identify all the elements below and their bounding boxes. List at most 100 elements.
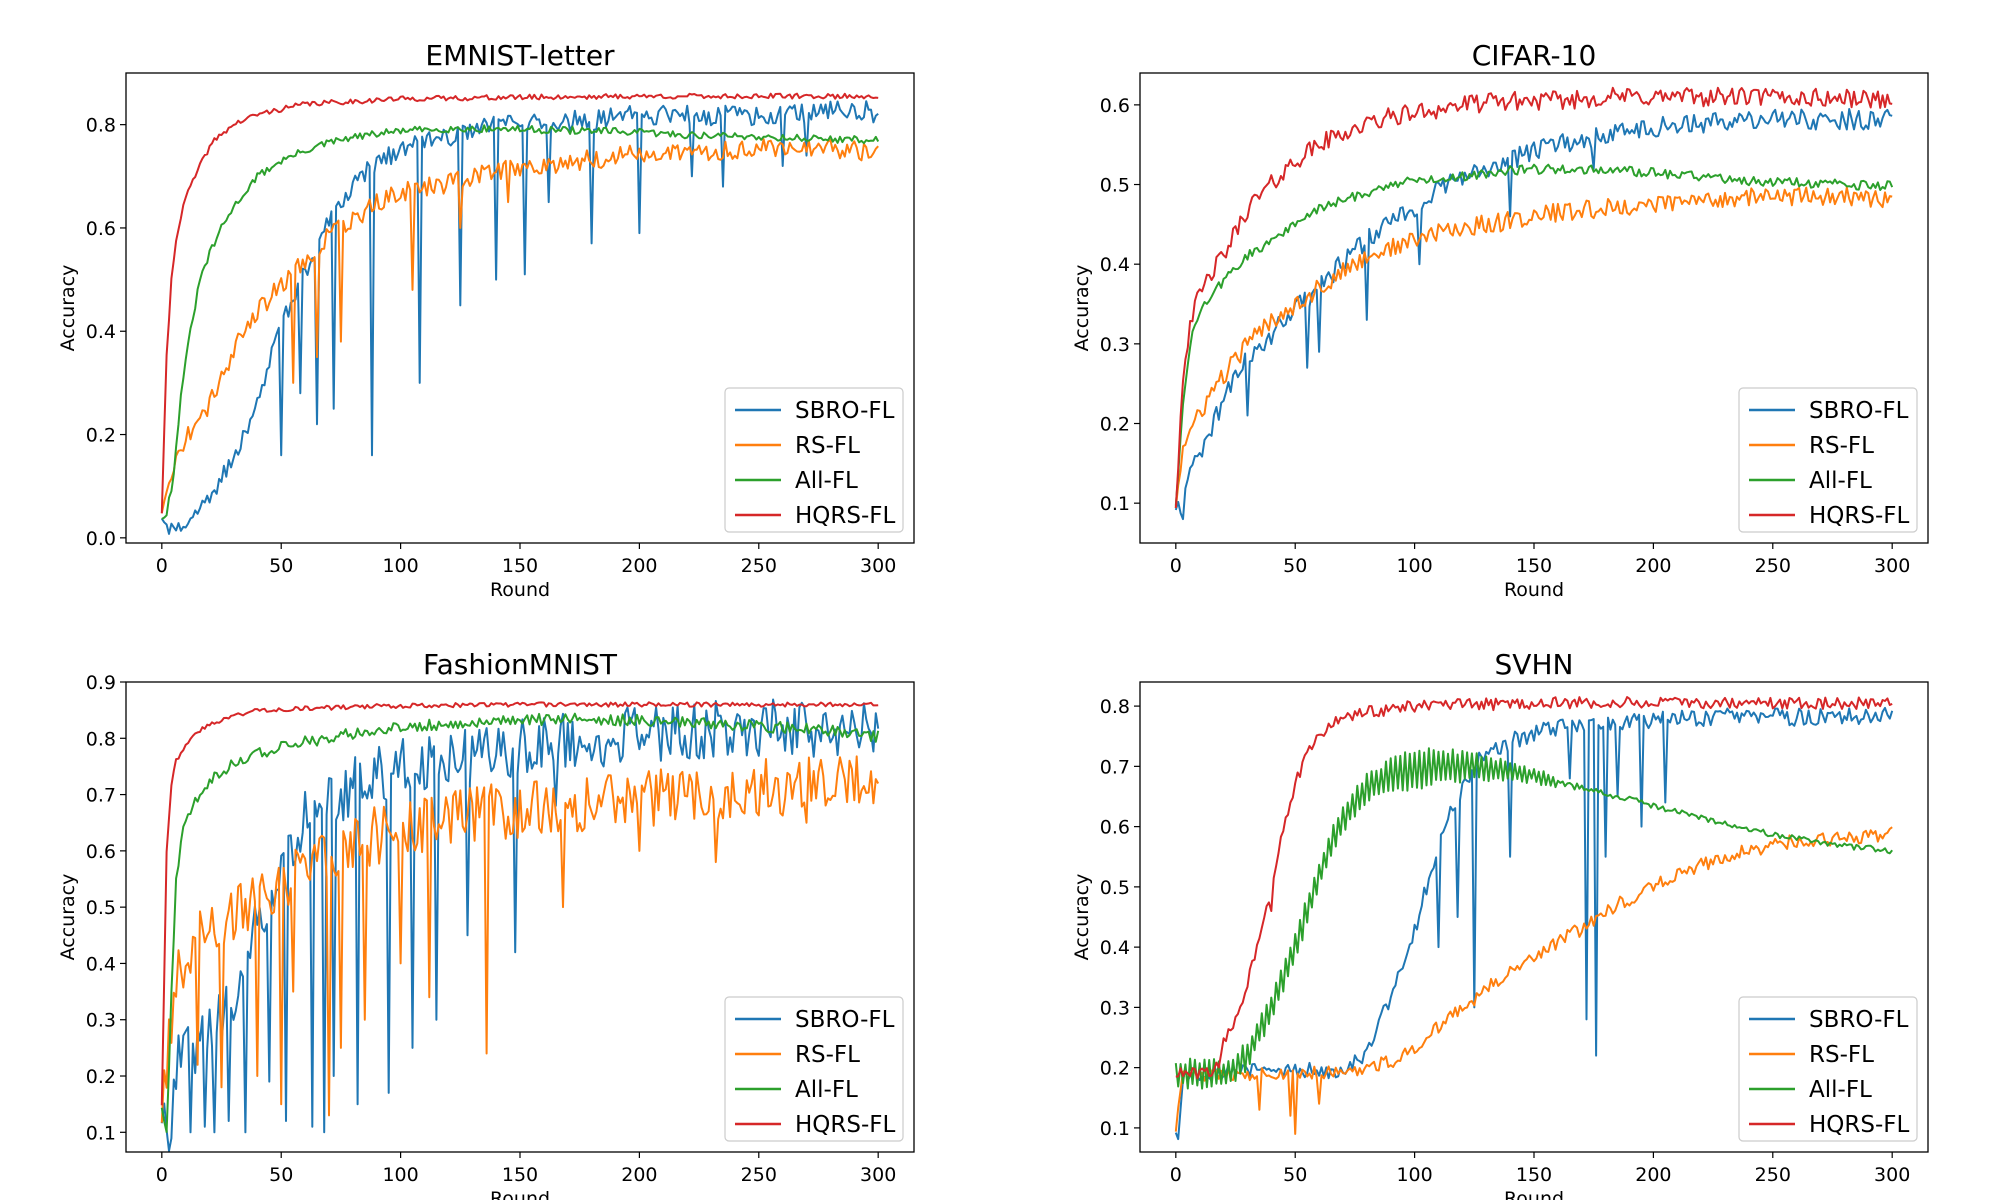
x-tick-label: 150 <box>502 1164 538 1186</box>
series-line-hqrs-fl <box>160 92 879 514</box>
y-axis-label: Accuracy <box>57 265 79 352</box>
x-tick-label: 300 <box>860 1164 896 1186</box>
y-tick-label: 0.2 <box>1100 414 1130 436</box>
y-tick-label: 0.8 <box>86 115 116 137</box>
y-tick-label: 0.5 <box>86 897 116 919</box>
y-tick-label: 0.6 <box>1100 817 1130 839</box>
y-tick-label: 0.1 <box>1100 493 1130 515</box>
x-tick-label: 200 <box>1635 1164 1671 1186</box>
series-line-rs-fl <box>1174 186 1893 509</box>
y-tick-label: 0.2 <box>1100 1058 1130 1080</box>
y-tick-label: 0.7 <box>86 785 116 807</box>
series-line-all-fl <box>1174 163 1894 506</box>
x-tick-label: 200 <box>621 1164 657 1186</box>
x-axis-label: Round <box>1504 1188 1564 1200</box>
y-tick-label: 0.7 <box>1100 756 1130 778</box>
y-tick-label: 0.4 <box>1100 254 1130 276</box>
chart-panel-3: 0 50 100 150 200 250 300 0.1 0.2 0.3 0.4 0.5 0.6 0.7 0… <box>57 648 915 1200</box>
y-tick-label: 0.9 <box>86 672 116 694</box>
legend-entry: SBRO-FL <box>795 398 895 424</box>
legend-entry: HQRS-FL <box>795 503 896 529</box>
y-tick-label: 0.1 <box>1100 1118 1130 1140</box>
legend-entry: SBRO-FL <box>1809 398 1909 424</box>
y-tick-label: 0.4 <box>86 321 116 343</box>
y-tick-label: 0.6 <box>86 841 116 863</box>
x-axis-label: Round <box>490 1188 550 1200</box>
x-tick-label: 50 <box>269 1164 293 1186</box>
x-tick-label: 0 <box>156 555 168 577</box>
x-tick-label: 50 <box>1283 1164 1307 1186</box>
y-tick-label: 0.6 <box>86 218 116 240</box>
series-line-all-fl <box>161 124 880 520</box>
x-tick-label: 0 <box>1170 555 1182 577</box>
y-tick-label: 0.6 <box>1100 95 1130 117</box>
legend-entry: RS-FL <box>795 433 860 459</box>
y-tick-label: 0.5 <box>1100 877 1130 899</box>
legend-entry: RS-FL <box>1809 433 1874 459</box>
series-line-rs-fl <box>160 138 879 514</box>
y-tick-label: 0.2 <box>86 1066 116 1088</box>
x-tick-label: 100 <box>382 555 418 577</box>
y-tick-label: 0.5 <box>1100 175 1130 197</box>
y-tick-label: 0.0 <box>86 528 116 550</box>
series-line-hqrs-fl <box>1174 86 1893 508</box>
chart-title: SVHN <box>1495 648 1574 681</box>
chart-panel-4: 0 50 100 150 200 250 300 0.1 0.2 0.3 0.4 0.5 0.6 0.7 0… <box>1071 648 1929 1200</box>
x-tick-label: 300 <box>860 555 896 577</box>
x-tick-label: 150 <box>502 555 538 577</box>
legend-entry: SBRO-FL <box>795 1007 895 1033</box>
legend-entry: All-FL <box>1809 1077 1872 1103</box>
x-tick-label: 250 <box>741 555 777 577</box>
y-tick-label: 0.2 <box>86 425 116 447</box>
legend: SBRO-FL RS-FL All-FL HQRS-FL <box>724 996 904 1142</box>
legend-entry: HQRS-FL <box>1809 1112 1910 1138</box>
x-axis-label: Round <box>1504 579 1564 601</box>
y-axis-label: Accuracy <box>1071 265 1093 352</box>
y-axis-label: Accuracy <box>57 874 79 961</box>
x-tick-label: 300 <box>1874 555 1910 577</box>
legend-entry: HQRS-FL <box>1809 503 1910 529</box>
series-line-sbro-fl <box>160 100 879 535</box>
series-line-rs-fl <box>160 755 880 1123</box>
y-tick-label: 0.3 <box>86 1010 116 1032</box>
x-tick-label: 250 <box>1755 555 1791 577</box>
y-tick-label: 0.8 <box>86 728 116 750</box>
y-tick-label: 0.4 <box>1100 937 1130 959</box>
x-tick-label: 150 <box>1516 1164 1552 1186</box>
y-tick-label: 0.8 <box>1100 696 1130 718</box>
x-tick-label: 100 <box>382 1164 418 1186</box>
legend: SBRO-FL RS-FL All-FL HQRS-FL <box>1738 387 1918 533</box>
series-line-sbro-fl <box>160 698 880 1152</box>
series-line-rs-fl <box>1174 826 1893 1135</box>
chart-title: CIFAR-10 <box>1472 39 1597 72</box>
chart-panel-1: 0 50 100 150 200 250 300 0.0 0.2 0.4 0.6 0.8 EMNIST-… <box>57 39 915 601</box>
legend-entry: All-FL <box>795 468 858 494</box>
legend-entry: HQRS-FL <box>795 1112 896 1138</box>
legend: SBRO-FL RS-FL All-FL HQRS-FL <box>724 387 904 533</box>
y-tick-label: 0.4 <box>86 953 116 975</box>
x-tick-label: 100 <box>1396 555 1432 577</box>
series-line-hqrs-fl <box>1175 696 1893 1080</box>
x-tick-label: 150 <box>1516 555 1552 577</box>
legend-entry: All-FL <box>795 1077 858 1103</box>
y-tick-label: 0.1 <box>86 1122 116 1144</box>
x-axis-label: Round <box>490 579 550 601</box>
chart-title: EMNIST-letter <box>425 39 615 72</box>
legend-entry: RS-FL <box>795 1042 860 1068</box>
x-tick-label: 50 <box>1283 555 1307 577</box>
x-tick-label: 200 <box>1635 555 1671 577</box>
y-tick-label: 0.3 <box>1100 334 1130 356</box>
x-tick-label: 50 <box>269 555 293 577</box>
x-tick-label: 300 <box>1874 1164 1910 1186</box>
series-line-all-fl <box>160 712 880 1133</box>
series-line-all-fl <box>1174 747 1893 1090</box>
x-tick-label: 250 <box>1755 1164 1791 1186</box>
y-axis-label: Accuracy <box>1071 874 1093 961</box>
x-tick-label: 0 <box>156 1164 168 1186</box>
legend-entry: All-FL <box>1809 468 1872 494</box>
legend-entry: RS-FL <box>1809 1042 1874 1068</box>
x-tick-label: 100 <box>1396 1164 1432 1186</box>
chart-title: FashionMNIST <box>423 648 618 681</box>
series-line-hqrs-fl <box>160 701 879 1106</box>
